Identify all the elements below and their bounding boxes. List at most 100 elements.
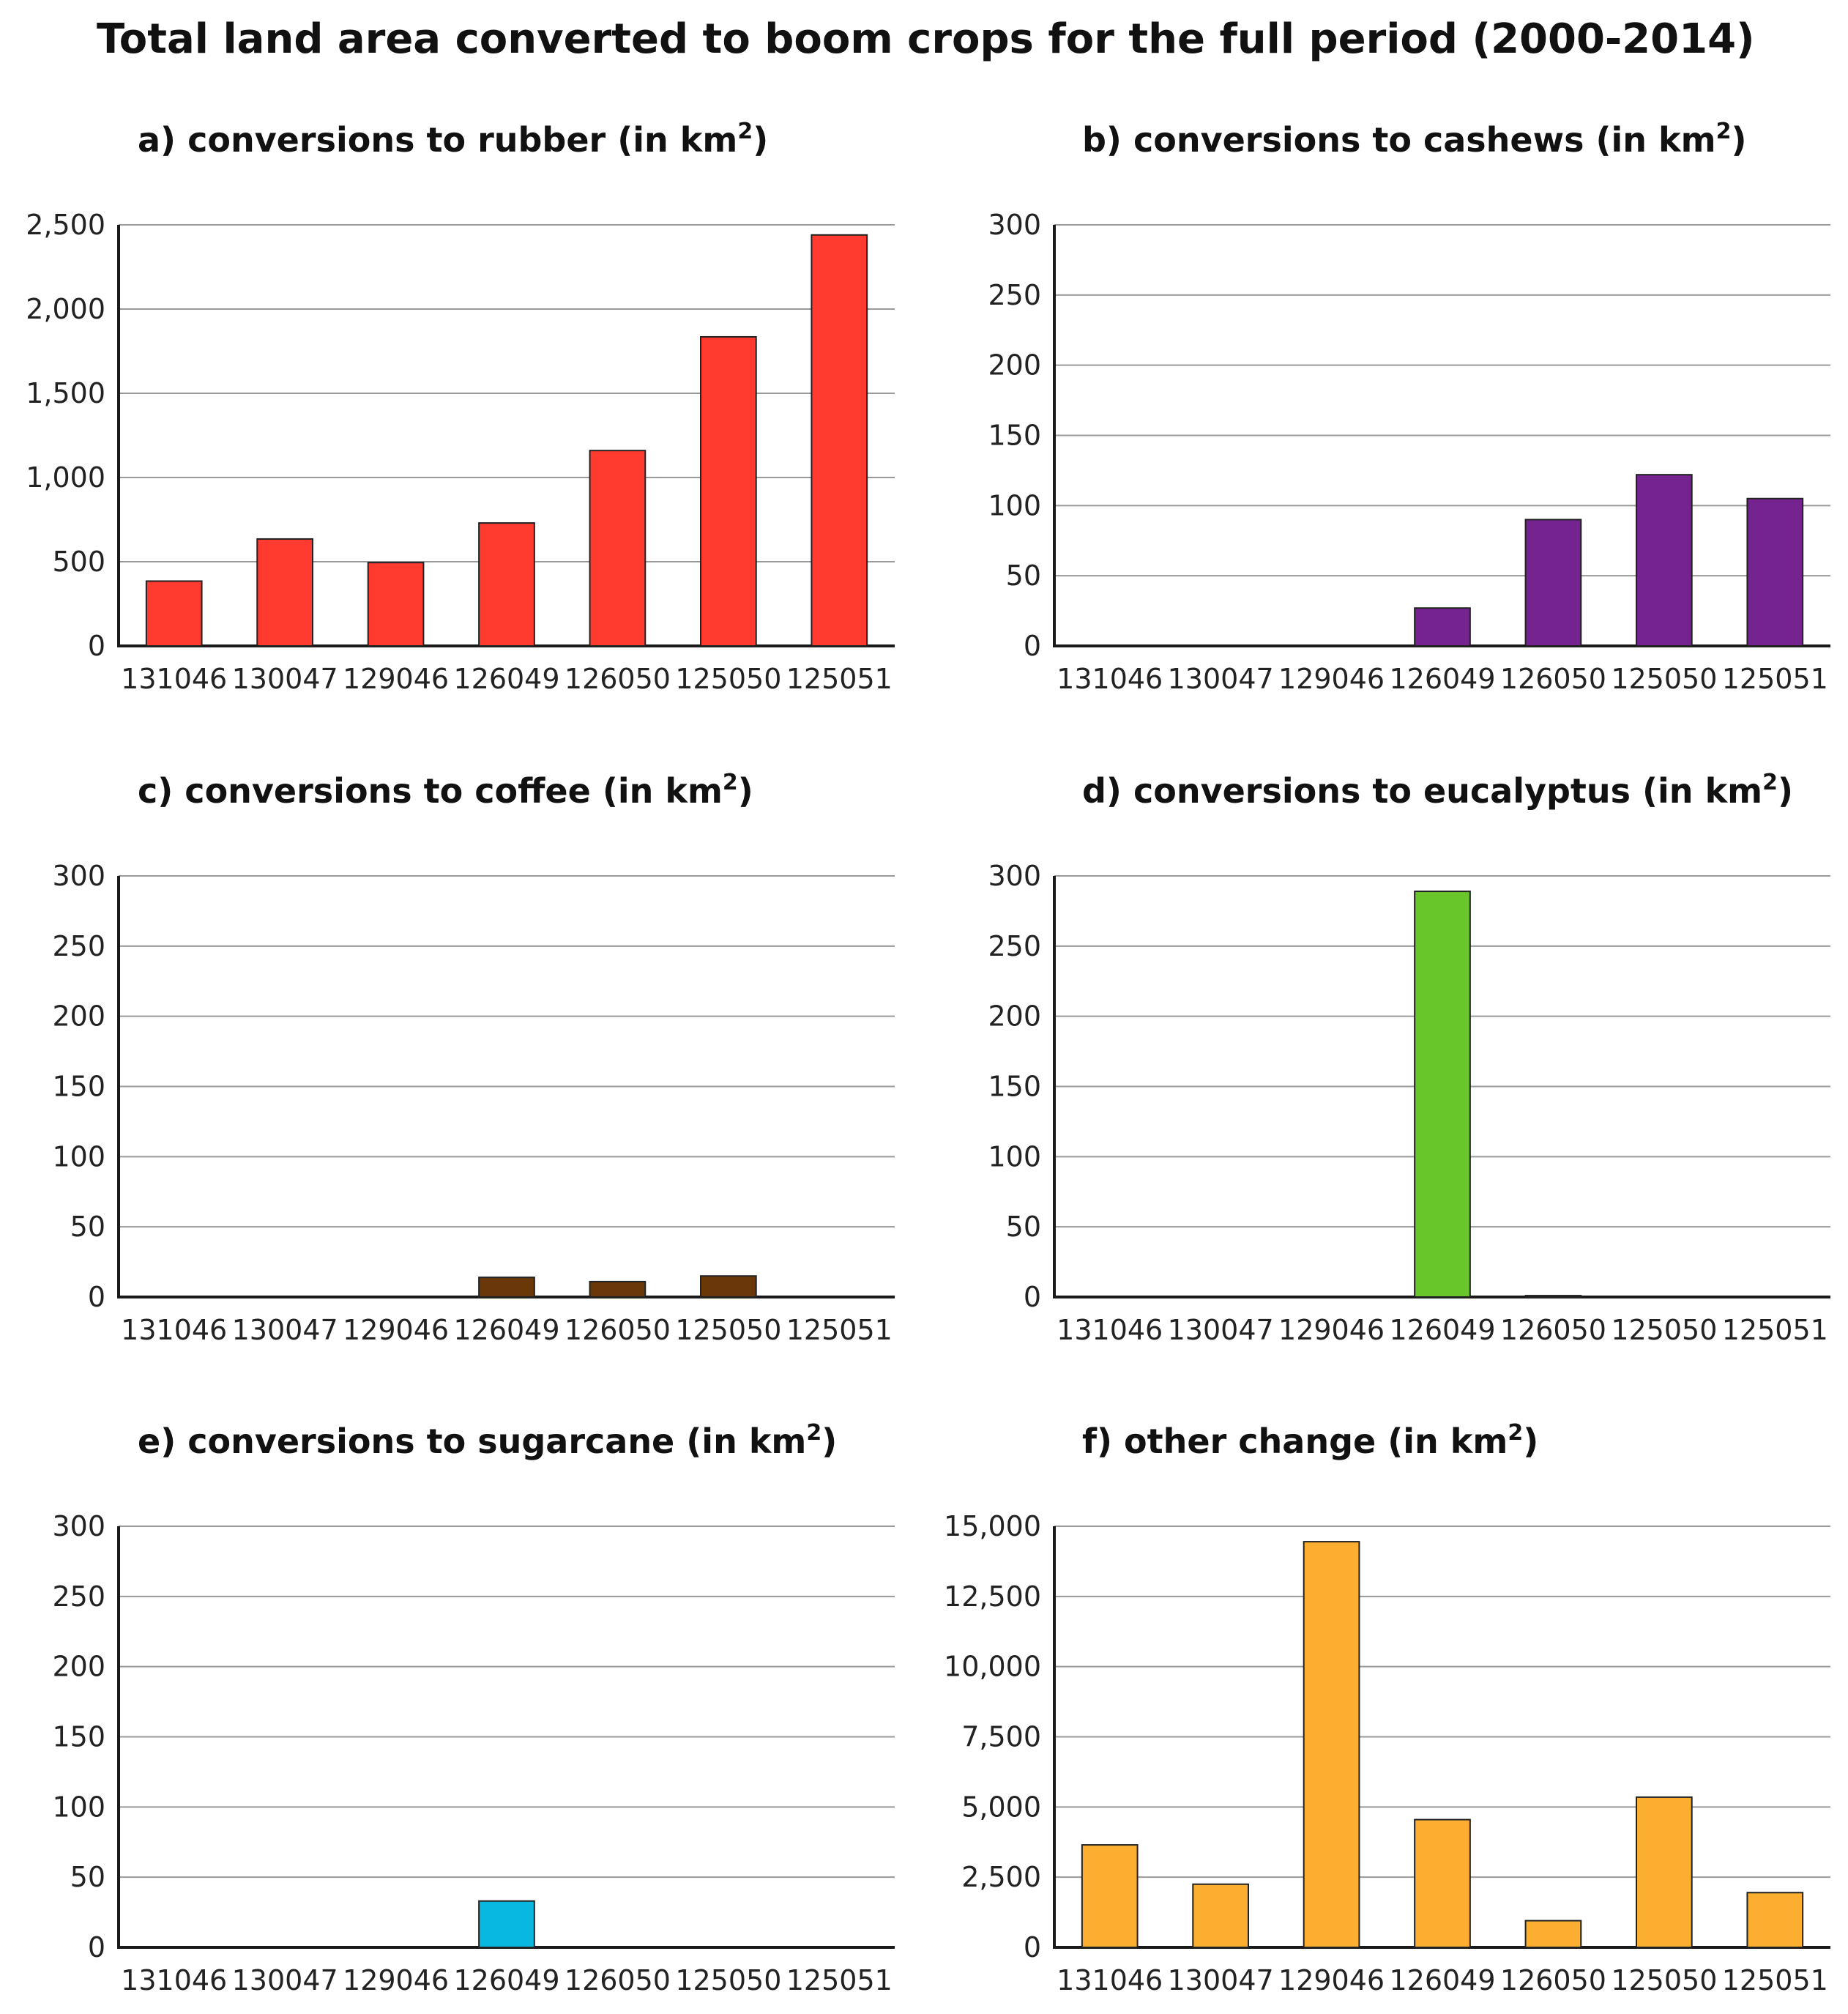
y-tick-label: 0	[1024, 630, 1041, 662]
x-tick-label: 129046	[343, 1314, 449, 1346]
bar-126049	[1414, 891, 1471, 1298]
panel-title-end: )	[1778, 771, 1793, 811]
chart-panel-f: f) other change (in km2) 0 2,500 5,000 7,500…	[944, 1420, 1830, 1996]
chart-panel-b: b) conversions to cashews (in km2) 0 50 100…	[988, 119, 1830, 695]
bar-130047	[1192, 1883, 1250, 1948]
x-tick-label: 130047	[1168, 1964, 1274, 1996]
bar-126049	[478, 522, 535, 647]
y-tick-label: 150	[988, 420, 1041, 452]
y-tick-label: 150	[988, 1071, 1041, 1103]
y-tick-label: 250	[988, 930, 1041, 962]
bar-126049	[478, 1277, 535, 1298]
bar-125050	[700, 335, 757, 647]
y-tick-label: 7,500	[961, 1721, 1041, 1753]
panel-title-a: a) conversions to rubber (in km2)	[138, 119, 768, 160]
panel-title-superscript: 2	[806, 1420, 821, 1446]
y-tick-label: 12,500	[944, 1580, 1041, 1613]
y-tick-label: 200	[988, 349, 1041, 382]
x-tick-label: 129046	[1278, 1314, 1385, 1346]
y-tick-label: 250	[52, 930, 105, 962]
x-tick-label: 130047	[232, 1314, 338, 1346]
x-tick-label: 126049	[453, 1964, 559, 1996]
x-tick-label: 126050	[1500, 1314, 1606, 1346]
bar-131046	[1081, 1844, 1139, 1948]
x-tick-label: 125051	[1722, 663, 1828, 695]
bar-125050	[1636, 1796, 1693, 1949]
x-tick-label: 125050	[1611, 663, 1717, 695]
panel-title-text: f) other change (in km	[1082, 1422, 1508, 1461]
y-tick-label: 100	[52, 1140, 105, 1173]
bar-125050	[700, 1275, 757, 1298]
bar-126049	[1414, 607, 1471, 647]
y-tick-label: 300	[52, 860, 105, 892]
y-tick-label: 2,500	[26, 209, 105, 241]
panel-title-superscript: 2	[1508, 1420, 1523, 1446]
y-tick-label: 50	[1006, 1211, 1041, 1243]
y-tick-label: 100	[988, 1140, 1041, 1173]
chart-panel-c: c) conversions to coffee (in km2) 0 50 100 1…	[52, 770, 895, 1346]
x-tick-label: 125051	[786, 1314, 893, 1346]
figure-title: Total land area converted to boom crops …	[97, 15, 1755, 63]
panel-title-superscript: 2	[1762, 770, 1778, 795]
x-tick-label: 131046	[121, 663, 227, 695]
y-tick-label: 0	[1024, 1281, 1041, 1313]
bar-126050	[1524, 519, 1582, 647]
y-tick-label: 2,500	[961, 1861, 1041, 1893]
x-tick-label: 125050	[675, 1314, 781, 1346]
y-tick-label: 300	[52, 1510, 105, 1542]
bar-125051	[1746, 1892, 1804, 1948]
x-tick-label: 130047	[1168, 1314, 1274, 1346]
x-tick-label: 129046	[343, 663, 449, 695]
y-tick-label: 5,000	[961, 1791, 1041, 1823]
y-tick-label: 150	[52, 1721, 105, 1753]
bar-125051	[811, 234, 868, 647]
y-tick-label: 50	[70, 1211, 105, 1243]
x-tick-label: 125050	[1611, 1964, 1717, 1996]
chart-panel-d: d) conversions to eucalyptus (in km2) 0 50…	[988, 770, 1830, 1346]
y-tick-label: 0	[1024, 1931, 1041, 1963]
x-tick-label: 130047	[232, 663, 338, 695]
panel-title-e: e) conversions to sugarcane (in km2)	[138, 1420, 837, 1461]
x-tick-label: 129046	[1278, 1964, 1385, 1996]
y-tick-label: 250	[52, 1580, 105, 1613]
panel-title-superscript: 2	[723, 770, 738, 795]
bar-125050	[1636, 474, 1693, 647]
x-tick-label: 126050	[565, 1964, 671, 1996]
x-tick-label: 125050	[1611, 1314, 1717, 1346]
y-tick-label: 200	[52, 1000, 105, 1033]
bar-126050	[1524, 1920, 1582, 1948]
bar-129046	[1303, 1541, 1360, 1948]
x-tick-label: 125051	[1722, 1964, 1828, 1996]
panel-title-text: e) conversions to sugarcane (in km	[138, 1422, 806, 1461]
bar-126050	[589, 450, 647, 647]
bar-126050	[589, 1280, 647, 1298]
panel-title-b: b) conversions to cashews (in km2)	[1082, 119, 1746, 160]
panel-title-f: f) other change (in km2)	[1082, 1420, 1538, 1461]
bar-131046	[145, 580, 203, 647]
y-tick-label: 250	[988, 279, 1041, 311]
y-tick-label: 15,000	[944, 1510, 1041, 1542]
y-tick-label: 500	[52, 546, 105, 578]
x-tick-label: 126049	[1389, 663, 1495, 695]
y-tick-label: 100	[52, 1791, 105, 1823]
x-tick-label: 126049	[1389, 1314, 1495, 1346]
bar-125051	[1746, 497, 1804, 647]
x-tick-label: 131046	[1057, 1964, 1163, 1996]
y-tick-label: 300	[988, 860, 1041, 892]
chart-panel-e: e) conversions to sugarcane (in km2) 0 50 1…	[52, 1420, 895, 1996]
chart-panel-a: a) conversions to rubber (in km2) 0 500 1,0…	[26, 119, 895, 695]
x-tick-label: 130047	[232, 1964, 338, 1996]
x-tick-label: 126050	[1500, 1964, 1606, 1996]
bar-129046	[367, 562, 425, 647]
y-tick-label: 100	[988, 489, 1041, 521]
x-tick-label: 125051	[1722, 1314, 1828, 1346]
panel-title-superscript: 2	[1716, 119, 1732, 144]
y-tick-label: 1,500	[26, 377, 105, 409]
y-tick-label: 0	[88, 1931, 105, 1963]
panel-title-text: d) conversions to eucalyptus (in km	[1082, 771, 1762, 811]
panel-title-text: b) conversions to cashews (in km	[1082, 120, 1716, 160]
chart-panels: a) conversions to rubber (in km2)05001,0…	[26, 119, 1830, 1996]
x-tick-label: 131046	[1057, 663, 1163, 695]
panel-title-text: c) conversions to coffee (in km	[138, 771, 723, 811]
